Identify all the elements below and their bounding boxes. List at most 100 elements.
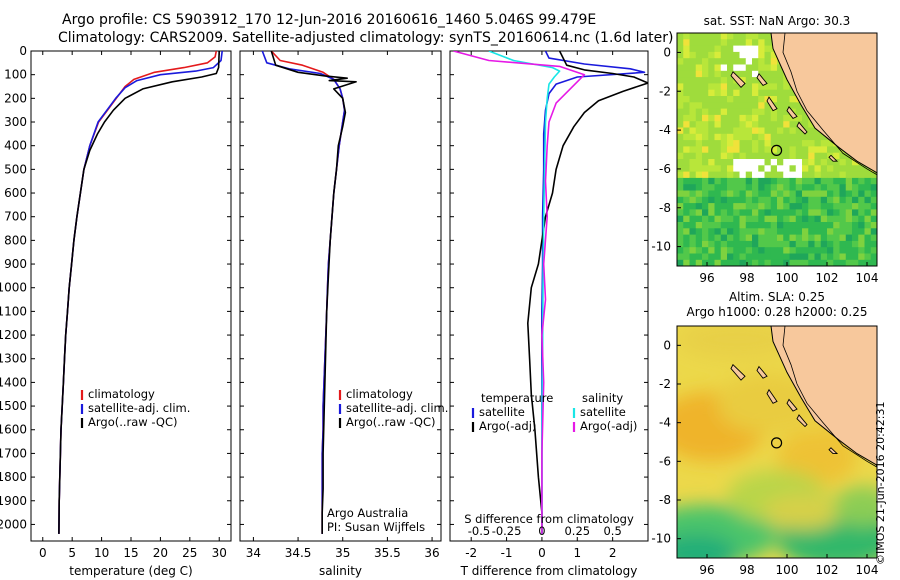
sst-cell — [758, 70, 765, 78]
sst-cell — [777, 121, 784, 128]
plot-frame — [239, 50, 442, 542]
sst-cell — [702, 247, 709, 254]
sst-cell — [727, 45, 734, 53]
sst-cell — [683, 247, 690, 254]
series-line-t-argo-adj- — [526, 51, 648, 534]
sst-cell — [745, 83, 753, 91]
sst-cell — [752, 240, 759, 248]
sst-cell — [714, 140, 722, 147]
sst-cell — [702, 165, 709, 172]
sst-cell — [770, 165, 778, 172]
sst-cell — [795, 259, 803, 266]
x-tick-label: 10 — [94, 546, 109, 560]
land-sumatra — [770, 33, 877, 174]
sst-cell — [739, 96, 747, 103]
sst-cell — [739, 39, 747, 46]
sst-cell — [764, 203, 772, 210]
sst-cell — [789, 96, 797, 103]
sst-cell — [720, 51, 728, 59]
sst-cell — [827, 190, 834, 198]
sst-cell — [739, 70, 747, 78]
sst-cell — [764, 190, 772, 198]
sst-cell — [695, 215, 703, 223]
sst-cell — [770, 77, 778, 84]
sst-cell — [714, 146, 722, 154]
sst-cell — [733, 171, 740, 179]
sst-cell — [683, 177, 690, 185]
sst-cell — [814, 165, 822, 172]
sst-cell — [783, 165, 790, 172]
sst-cell — [770, 222, 778, 229]
sst-cell — [714, 152, 722, 160]
sst-cell — [770, 234, 778, 242]
sst-cell — [689, 209, 697, 217]
y-tick-label: 300 — [4, 115, 27, 129]
sst-cell — [827, 259, 834, 266]
sst-cell — [720, 228, 728, 235]
sst-cell — [727, 190, 734, 198]
sst-cell — [845, 159, 853, 166]
sst-cell — [708, 121, 715, 128]
legend-title-salinity: salinity — [582, 391, 623, 405]
sst-cell — [795, 114, 803, 122]
sst-cell — [864, 234, 872, 242]
sst-cell — [814, 222, 822, 229]
sst-cell — [739, 159, 747, 166]
sst-cell — [845, 203, 853, 210]
sst-cell — [814, 171, 822, 179]
sst-cell — [745, 77, 753, 84]
sst-cell — [683, 77, 690, 84]
x-tick-label: 34.5 — [285, 546, 312, 560]
sst-cell — [708, 152, 715, 160]
x-tick-label: 5 — [68, 546, 76, 560]
sst-cell — [689, 58, 697, 65]
sst-cell — [683, 133, 690, 141]
sst-cell — [758, 177, 765, 185]
sst-cell — [777, 102, 784, 109]
sst-cell — [708, 184, 715, 191]
sst-cell — [695, 209, 703, 217]
sst-cell — [833, 196, 840, 204]
sst-cell — [677, 209, 684, 217]
island — [766, 388, 778, 404]
sst-cell — [758, 190, 765, 198]
sst-cell — [833, 171, 840, 179]
sst-cell — [839, 228, 847, 235]
sst-cell — [783, 108, 790, 116]
sst-cell — [839, 215, 847, 223]
y-tick-label: 700 — [4, 210, 27, 224]
sst-cell — [695, 33, 703, 40]
sst-cell — [689, 121, 697, 128]
sst-cell — [695, 127, 703, 135]
sst-cell — [714, 247, 722, 254]
s-tick-label: 0 — [538, 524, 545, 538]
sst-cell — [770, 83, 778, 91]
sst-cell — [727, 222, 734, 229]
sst-cell — [814, 203, 822, 210]
sst-cell — [677, 222, 684, 229]
sst-cell — [727, 89, 734, 97]
sst-cell — [720, 240, 728, 248]
sst-cell — [802, 234, 809, 242]
sst-cell — [695, 159, 703, 166]
sst-cell — [789, 102, 797, 109]
sst-cell — [764, 171, 772, 179]
sst-cell — [852, 228, 859, 235]
sst-cell — [820, 146, 828, 154]
annotation-line2: PI: Susan Wijffels — [327, 520, 425, 534]
sst-cell — [714, 89, 722, 97]
sst-cell — [683, 127, 690, 135]
sst-cell — [764, 39, 772, 46]
sst-cell — [708, 77, 715, 84]
x-tick-label: 35 — [335, 546, 350, 560]
sst-cell — [839, 222, 847, 229]
land-sumatra — [770, 326, 877, 466]
sst-cell — [845, 209, 853, 217]
sst-cell — [733, 259, 740, 266]
sst-cell — [758, 165, 765, 172]
sst-cell — [727, 114, 734, 122]
sst-cell — [777, 222, 784, 229]
x-tick-label: 104 — [856, 563, 879, 577]
sst-cell — [708, 108, 715, 116]
map-title-line2: Argo h1000: 0.28 h2000: 0.25 — [687, 305, 868, 319]
